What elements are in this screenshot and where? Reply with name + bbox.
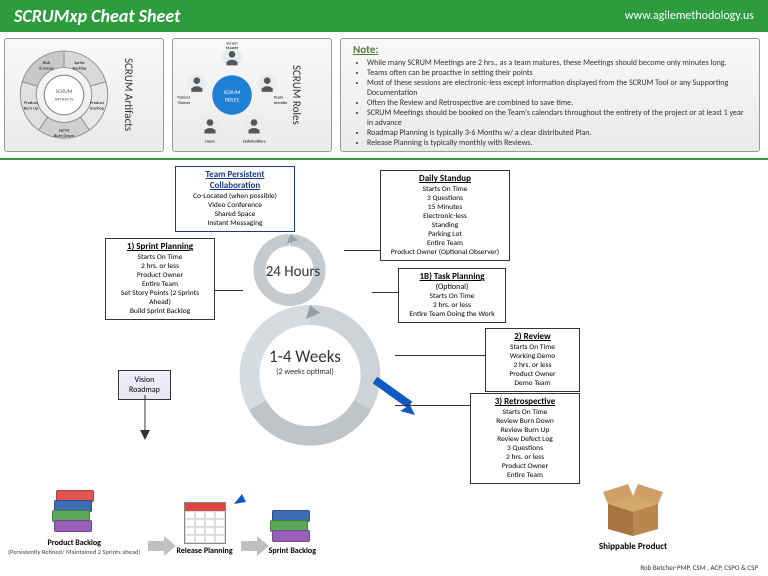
svg-text:& Issues: & Issues — [39, 67, 54, 72]
daily-standup-box: Daily Standup Starts On Time3 Questions … — [380, 170, 510, 261]
svg-text:Stakeholders: Stakeholders — [243, 139, 266, 144]
vision-arrow — [135, 395, 155, 440]
flow-arrow-icon — [241, 536, 269, 556]
svg-text:Burn Down: Burn Down — [54, 134, 75, 139]
review-box: 2) Review Starts On TimeWorking Demo 2 h… — [485, 328, 580, 392]
sprint-backlog: Sprint Backlog — [269, 510, 316, 556]
header-bar: SCRUMxp Cheat Sheet www.agilemethodology… — [0, 0, 768, 32]
connector — [395, 355, 485, 356]
connector — [395, 405, 470, 406]
connector — [215, 290, 243, 291]
header-url: www.agilemethodology.us — [625, 9, 754, 23]
connector — [344, 250, 380, 251]
svg-text:ROLES: ROLES — [225, 98, 240, 104]
note-card: Note: While many SCRUM Meetings are 2 hr… — [340, 38, 760, 152]
flow-arrow-into-cycle — [200, 494, 246, 534]
retro-box: 3) Retrospective Starts On TimeReview Bu… — [470, 393, 580, 484]
svg-text:Master: Master — [226, 46, 239, 51]
svg-text:Product: Product — [24, 101, 39, 106]
svg-text:Owner: Owner — [178, 101, 191, 106]
artifacts-card: SCRUM ARTIFACTS Sprint Backlog Product B… — [4, 38, 164, 152]
sprint-planning-box: 1) Sprint Planning Starts On Time2 hrs. … — [105, 238, 215, 320]
svg-text:ARTIFACTS: ARTIFACTS — [55, 98, 74, 103]
svg-text:Risk: Risk — [43, 61, 50, 66]
note-item: Roadmap Planning is typically 3-6 Months… — [367, 128, 747, 138]
bottom-flow: Product Backlog (Persistently Refined/ M… — [8, 490, 324, 556]
svg-text:Team: Team — [274, 95, 284, 100]
note-item: Most of these sessions are electronic-le… — [367, 78, 747, 98]
svg-text:Backlog: Backlog — [90, 106, 104, 111]
note-list: While many SCRUM Meetings are 2 hrs., as… — [353, 58, 747, 148]
task-planning-box: 1B) Task Planning (Optional) Starts On T… — [398, 268, 506, 323]
shippable-product: Shippable Product — [598, 484, 668, 552]
flow-arrow-icon — [148, 536, 176, 556]
artifacts-label: SCRUM Artifacts — [119, 58, 138, 131]
box-icon — [598, 484, 668, 536]
cycle-14-label: 1-4 Weeks (2 weeks optimal) — [260, 346, 350, 377]
roles-label: SCRUM Roles — [287, 65, 306, 125]
svg-text:Sprint: Sprint — [59, 128, 70, 133]
note-item: SCRUM Meetings should be booked on the T… — [367, 108, 747, 128]
collab-box: Team Persistent Collaboration Co-Located… — [175, 166, 295, 232]
connector — [372, 292, 398, 293]
svg-text:Backlog: Backlog — [73, 67, 87, 72]
roles-card: SCRUM ROLES Scrum Master Team members St… — [172, 38, 332, 152]
attribution: Rob Betcher-PMP, CSM , ACP, CSPO & CSP — [640, 563, 758, 572]
main-diagram: 24 Hours 1-4 Weeks (2 weeks optimal) Tea… — [0, 160, 768, 574]
cycle-24-label: 24 Hours — [263, 263, 323, 281]
note-item: Teams often can be proactive in setting … — [367, 68, 747, 78]
top-section: SCRUM ARTIFACTS Sprint Backlog Product B… — [0, 32, 768, 160]
page-title: SCRUMxp Cheat Sheet — [14, 5, 180, 27]
svg-text:Users: Users — [205, 139, 215, 144]
svg-text:members: members — [274, 101, 287, 106]
svg-text:Burn Up: Burn Up — [24, 106, 39, 111]
note-item: Release Planning is typically monthly wi… — [367, 138, 747, 148]
svg-text:Product: Product — [177, 95, 191, 100]
note-title: Note: — [353, 43, 747, 56]
product-backlog: Product Backlog (Persistently Refined/ M… — [8, 490, 140, 556]
svg-text:SCRUM: SCRUM — [224, 90, 241, 96]
svg-text:Product: Product — [90, 101, 105, 106]
note-item: Often the Review and Retrospective are c… — [367, 98, 747, 108]
svg-text:SCRUM: SCRUM — [56, 89, 73, 95]
note-item: While many SCRUM Meetings are 2 hrs., as… — [367, 58, 747, 68]
roles-wheel: SCRUM ROLES Scrum Master Team members St… — [177, 40, 287, 150]
artifacts-wheel: SCRUM ARTIFACTS Sprint Backlog Product B… — [9, 40, 119, 150]
svg-text:Sprint: Sprint — [74, 61, 85, 66]
